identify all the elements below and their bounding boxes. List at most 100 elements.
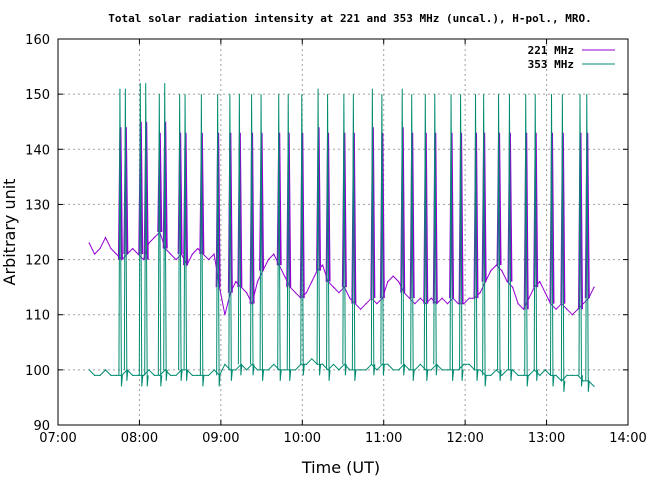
x-tick-label: 10:00 [284, 431, 321, 446]
series-353-mhz-line-point [522, 374, 525, 376]
series-221-mhz-line-point [175, 258, 177, 261]
series-353-mhz-line-point [332, 363, 335, 365]
series-353-mhz-spike [449, 94, 455, 381]
series-353-mhz-spike [524, 94, 529, 387]
series-353-mhz-line-point [419, 363, 421, 365]
series-353-mhz-line-point [338, 369, 340, 371]
series-353-mhz-line-point [251, 363, 253, 365]
series-353-mhz-line [88, 358, 595, 387]
series-353-mhz-line-point [441, 369, 443, 371]
series-221-mhz-line-point [153, 236, 155, 239]
series-353-mhz-line-point [392, 369, 394, 371]
series-353-mhz-line-point [495, 369, 497, 371]
series-221-mhz-line-point [338, 292, 340, 294]
series-353-mhz-line-point [137, 374, 139, 376]
series-221-mhz-line-point [490, 270, 492, 272]
series-221-mhz-line [88, 231, 595, 316]
series-353-mhz-spike [250, 94, 255, 376]
series-353-mhz-line-point [544, 369, 546, 371]
series-221-mhz-line-point [148, 242, 150, 244]
series-353-mhz-line-point [164, 369, 166, 371]
series-221-mhz-line-point [99, 247, 101, 250]
series-353-mhz-spike [183, 94, 189, 381]
series-353-mhz-line-point [229, 369, 231, 371]
series-353-mhz-line-point [322, 363, 324, 365]
series-353-mhz-spike [144, 83, 149, 387]
series-353-mhz-line-point [88, 369, 90, 371]
series-353-mhz-line-point [246, 369, 248, 371]
series-353-mhz-spike [550, 94, 555, 387]
series-353-mhz-line-point [446, 369, 449, 371]
series-353-mhz-line-point [132, 374, 134, 376]
series-221-mhz-line-point [104, 236, 107, 239]
series-221-mhz-line-point [115, 253, 117, 255]
series-221-mhz-line-point [208, 258, 210, 261]
chart-title: Total solar radiation intensity at 221 a… [108, 12, 591, 25]
series-221-mhz-line-point [365, 303, 367, 305]
series-353-mhz-spike [286, 94, 292, 381]
legend-label: 353 MHz [528, 58, 574, 71]
series-353-mhz-line-point [463, 363, 465, 365]
series-353-mhz-line-point [284, 369, 286, 371]
series-221-mhz-line-point [332, 286, 335, 288]
series-353-mhz-line-point [506, 369, 508, 371]
y-axis-ticks: 90 100 110 120 130 140 150 160 [25, 33, 628, 434]
series-353-mhz-spike [199, 94, 205, 387]
series-353-mhz-spike [157, 94, 163, 387]
series-353-mhz-line-point [224, 363, 226, 365]
series-353-mhz-line-point [365, 369, 367, 371]
series-353-mhz-line-point [170, 374, 172, 376]
x-tick-label: 12:00 [446, 431, 483, 446]
series-353-mhz-line-point [457, 369, 459, 371]
series-353-mhz-line-point [208, 374, 210, 376]
series-353-mhz-line-point [398, 369, 400, 371]
series-353-mhz-line-point [267, 369, 269, 371]
x-tick-label: 11:00 [365, 431, 402, 446]
series-353-mhz-spike [585, 94, 590, 392]
series-353-mhz-spike [474, 94, 479, 381]
series-353-mhz-line-point [278, 369, 280, 371]
series-353-mhz-spike [342, 94, 347, 376]
series-353-mhz-line-point [571, 374, 573, 376]
series-353-mhz-line-point [104, 369, 107, 371]
series-353-mhz-line-point [311, 358, 313, 360]
series-353-mhz-spike [300, 94, 305, 376]
series-353-mhz-spike [380, 94, 385, 376]
y-tick-label: 150 [25, 88, 50, 103]
series-353-mhz-line-point [273, 363, 275, 365]
series-221-mhz-line-point [170, 253, 172, 255]
y-tick-label: 90 [33, 419, 50, 434]
series-353-mhz-spike [423, 94, 429, 381]
series-353-mhz-line-point [175, 374, 177, 376]
series-353-mhz-line-point [387, 363, 389, 365]
series-layer [88, 83, 595, 392]
series-353-mhz-line-point [360, 369, 362, 371]
series-353-mhz-spike [178, 94, 183, 381]
series-221-mhz-line-point [246, 292, 248, 294]
series-353-mhz-spike [228, 94, 233, 381]
x-tick-label: 09:00 [202, 431, 239, 446]
series-353-mhz-line-point [376, 369, 378, 371]
series-221-mhz-line-point [441, 297, 443, 299]
series-353-mhz-line-point [349, 369, 351, 371]
series-221-mhz-line-point [213, 253, 215, 255]
x-axis-label: Time (UT) [301, 458, 380, 477]
series-221-mhz-line-point [376, 303, 378, 305]
series-353-mhz-spike [316, 88, 322, 376]
series-221-mhz-line-point [197, 247, 199, 250]
series-353-mhz-spike [277, 94, 282, 381]
series-221-mhz-line-point [544, 292, 546, 294]
series-353-mhz-line-point [566, 374, 568, 376]
series-353-mhz-line-point [99, 374, 101, 376]
series-353-mhz-line-point [517, 374, 519, 376]
series-353-mhz-line-point [582, 380, 584, 382]
series-353-mhz-line-point [159, 374, 161, 376]
series-353-mhz-spike [259, 94, 265, 381]
series-353-mhz-line-point [539, 374, 541, 376]
series-353-mhz-spike [482, 94, 487, 387]
series-353-mhz-line-point [593, 385, 595, 387]
series-353-mhz-line-point [256, 369, 259, 371]
series-221-mhz-line-point [191, 253, 193, 255]
series-353-mhz-spike [400, 88, 406, 376]
